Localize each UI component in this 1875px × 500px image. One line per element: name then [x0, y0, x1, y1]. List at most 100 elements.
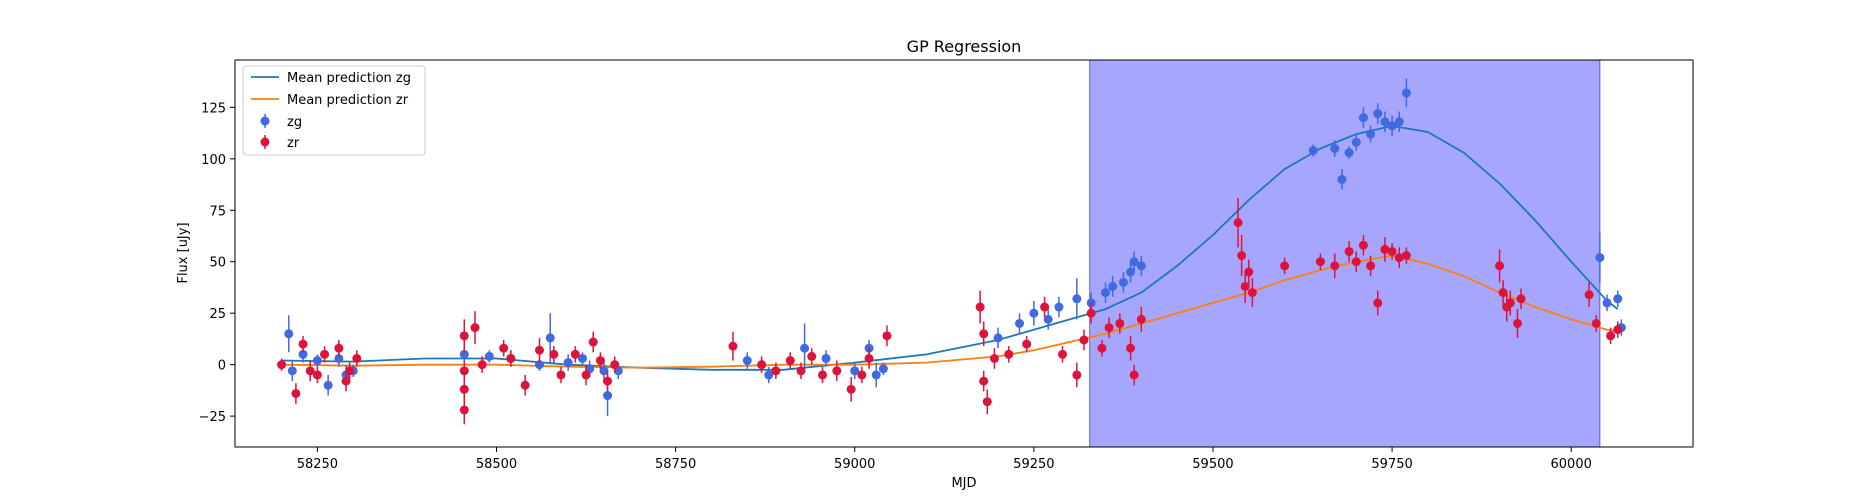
data-point-zg-43 [1344, 146, 1354, 159]
marker-zr [1136, 314, 1146, 324]
data-point-zr-48 [1058, 346, 1068, 363]
marker-zr [1516, 294, 1526, 304]
data-point-zr-28 [728, 331, 738, 361]
marker-zr [785, 356, 795, 366]
marker-zg [1337, 174, 1347, 184]
y-tick-label: 125 [201, 101, 226, 116]
marker-zg [287, 366, 297, 376]
marker-zr [1380, 244, 1390, 254]
data-point-zr-69 [1366, 255, 1376, 277]
data-point-zr-71 [1380, 237, 1390, 262]
data-point-zr-40 [975, 290, 985, 324]
marker-zg [459, 349, 469, 359]
shaded-region [1089, 59, 1601, 448]
data-point-zg-0 [284, 315, 294, 353]
data-point-zg-16 [599, 360, 609, 382]
data-point-zg-23 [850, 362, 860, 380]
marker-zg [800, 343, 810, 353]
marker-zg [1595, 253, 1605, 263]
data-point-zg-51 [1401, 78, 1411, 108]
data-point-zg-34 [1101, 282, 1111, 303]
data-point-zr-36 [846, 377, 856, 402]
data-point-zr-13 [459, 395, 469, 425]
data-point-zr-38 [864, 348, 874, 369]
y-axis-label: Flux [uJy] [176, 222, 191, 283]
marker-zr [477, 360, 487, 370]
marker-zr [757, 360, 767, 370]
x-tick-label: 58500 [476, 457, 517, 472]
marker-zr [771, 366, 781, 376]
data-point-zg-26 [878, 362, 888, 375]
marker-zr [459, 384, 469, 394]
data-point-zr-25 [595, 352, 605, 369]
x-tick-label: 58250 [297, 457, 338, 472]
marker-zr [470, 323, 480, 333]
y-tick-label: 0 [218, 359, 226, 374]
marker-zr [1330, 261, 1340, 271]
data-point-zr-62 [1247, 278, 1257, 308]
x-tick-label: 58750 [655, 457, 696, 472]
data-point-zr-29 [757, 356, 767, 373]
marker-zr [1040, 302, 1050, 312]
marker-zr [334, 343, 344, 353]
data-point-zr-39 [882, 325, 892, 347]
marker-zr [1315, 257, 1325, 267]
data-point-zr-67 [1351, 251, 1361, 273]
marker-zg [534, 360, 544, 370]
data-point-zr-22 [570, 346, 580, 363]
marker-zr [277, 360, 287, 370]
data-point-zr-18 [520, 374, 530, 396]
data-point-zg-36 [1118, 272, 1128, 293]
marker-zr [1495, 261, 1505, 271]
marker-zg [1072, 294, 1082, 304]
y-tick-label: 25 [209, 307, 226, 322]
data-point-zg-4 [323, 374, 333, 396]
data-point-zr-74 [1401, 247, 1411, 264]
marker-zr [1584, 290, 1594, 300]
marker-zr [459, 366, 469, 376]
legend-label-zg-line: Mean prediction zg [287, 71, 411, 86]
data-point-zr-80 [1516, 288, 1526, 310]
marker-zr [610, 360, 620, 370]
data-point-zg-30 [1043, 309, 1053, 330]
data-point-zr-31 [785, 352, 795, 369]
marker-zg [742, 356, 752, 366]
data-point-zr-20 [549, 346, 559, 363]
marker-zg [1373, 109, 1383, 119]
data-point-zr-75 [1495, 249, 1505, 283]
marker-zr [312, 370, 322, 380]
y-tick-label: −25 [199, 410, 226, 425]
data-point-zr-84 [1613, 321, 1623, 338]
marker-zr [817, 370, 827, 380]
data-point-zg-38 [1129, 251, 1139, 273]
marker-zr [1240, 281, 1250, 291]
data-point-zg-14 [577, 352, 587, 365]
marker-zr [352, 353, 362, 363]
marker-zg [1344, 148, 1354, 158]
data-point-zr-33 [807, 348, 817, 365]
data-point-zg-25 [871, 362, 881, 388]
data-point-zr-16 [499, 339, 509, 357]
data-point-zr-37 [857, 366, 867, 384]
marker-zg [1043, 314, 1053, 324]
marker-zr [1505, 298, 1515, 308]
marker-zr [1126, 343, 1136, 353]
data-point-zr-35 [832, 360, 842, 382]
data-point-zr-14 [470, 311, 480, 345]
data-point-zg-48 [1380, 111, 1390, 133]
data-point-zg-27 [993, 327, 1003, 349]
x-tick-label: 59750 [1371, 457, 1412, 472]
marker-zr [864, 353, 874, 363]
data-point-zr-64 [1315, 253, 1325, 270]
marker-zr [603, 376, 613, 386]
data-point-zr-34 [817, 366, 827, 384]
data-point-zg-29 [1029, 300, 1039, 326]
marker-zg [1394, 117, 1404, 127]
legend-label-zg: zg [287, 115, 302, 130]
marker-zr [1072, 370, 1082, 380]
marker-zr [1401, 251, 1411, 261]
data-point-zr-68 [1358, 234, 1368, 256]
marker-zr [1237, 251, 1247, 261]
marker-zr [1244, 267, 1254, 277]
